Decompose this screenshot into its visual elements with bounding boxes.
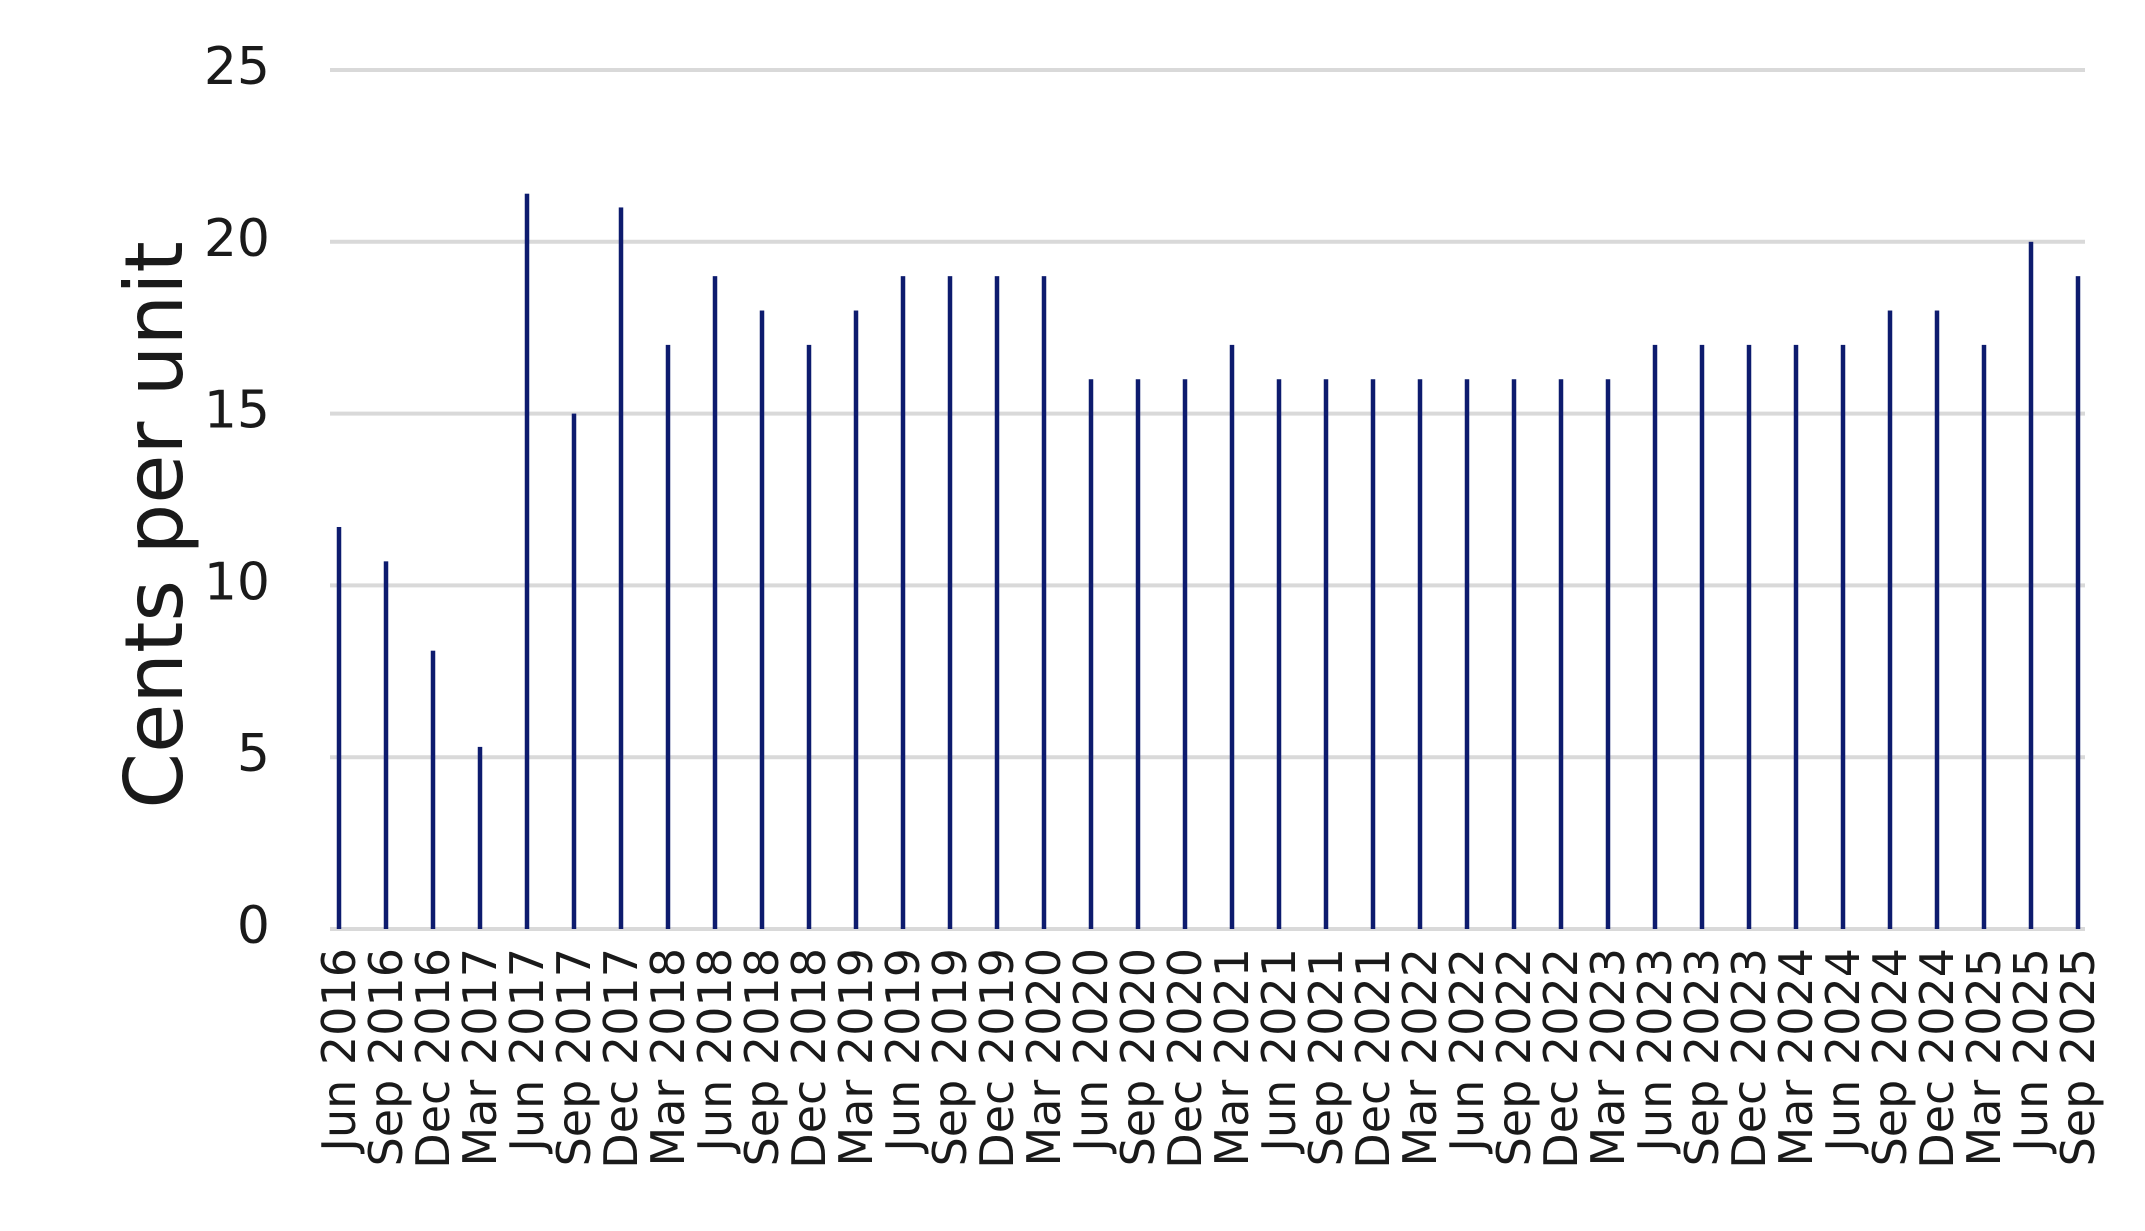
x-tick-label: Mar 2017 xyxy=(453,948,507,1166)
x-tick-label: Dec 2017 xyxy=(594,948,648,1169)
x-tick-label: Jun 2025 xyxy=(2004,948,2058,1155)
y-tick-label: 15 xyxy=(204,381,270,441)
gridlines xyxy=(330,68,2085,931)
bar xyxy=(1417,379,1423,929)
x-tick-label: Sep 2017 xyxy=(547,948,601,1166)
x-tick-label: Jun 2018 xyxy=(688,948,742,1155)
x-tick-label: Sep 2025 xyxy=(2051,948,2105,1166)
bar xyxy=(477,746,483,929)
x-tick-label: Sep 2018 xyxy=(735,948,789,1166)
x-tick-label: Mar 2022 xyxy=(1393,948,1447,1166)
bar xyxy=(1652,344,1658,929)
bar xyxy=(2075,276,2081,929)
x-tick-label: Jun 2020 xyxy=(1064,948,1118,1155)
bar xyxy=(430,650,436,929)
bar xyxy=(1558,379,1564,929)
x-tick-label: Dec 2018 xyxy=(782,948,836,1169)
x-tick-label: Dec 2022 xyxy=(1534,948,1588,1169)
bar xyxy=(336,526,342,929)
bar xyxy=(1840,344,1846,929)
bar xyxy=(853,310,859,929)
x-tick-label: Mar 2019 xyxy=(829,948,883,1166)
bar xyxy=(1276,379,1282,929)
x-tick-label: Sep 2020 xyxy=(1111,948,1165,1166)
x-tick-label: Dec 2021 xyxy=(1346,948,1400,1169)
x-tick-label: Mar 2018 xyxy=(641,948,695,1166)
x-tick-label: Jun 2024 xyxy=(1816,948,1870,1155)
bar xyxy=(1464,379,1470,929)
x-tick-label: Sep 2022 xyxy=(1487,948,1541,1166)
x-tick-label: Jun 2021 xyxy=(1252,948,1306,1155)
x-tick-label: Sep 2016 xyxy=(359,948,413,1166)
bar xyxy=(900,276,906,929)
bar xyxy=(524,193,530,930)
bar xyxy=(1981,344,1987,929)
bar xyxy=(806,344,812,929)
x-tick-label: Sep 2019 xyxy=(923,948,977,1166)
y-axis-ticks: 0 5 10 15 20 25 xyxy=(204,37,270,956)
bar xyxy=(1088,379,1094,929)
y-tick-label: 25 xyxy=(204,37,270,97)
bar xyxy=(1887,310,1893,929)
bar xyxy=(1934,310,1940,929)
bar xyxy=(1793,344,1799,929)
bar xyxy=(1699,344,1705,929)
y-axis-title: Cents per unit xyxy=(108,241,201,809)
y-tick-label: 5 xyxy=(237,724,270,784)
x-tick-label: Dec 2020 xyxy=(1158,948,1212,1169)
bar xyxy=(994,276,1000,929)
bar xyxy=(665,344,671,929)
x-tick-label: Jun 2023 xyxy=(1628,948,1682,1155)
bar xyxy=(1746,344,1752,929)
y-tick-label: 0 xyxy=(237,896,270,956)
x-tick-label: Jun 2019 xyxy=(876,948,930,1155)
bar xyxy=(1182,379,1188,929)
x-tick-label: Dec 2023 xyxy=(1722,948,1776,1169)
x-tick-label: Mar 2023 xyxy=(1581,948,1635,1166)
x-tick-label: Jun 2016 xyxy=(312,948,366,1155)
bar xyxy=(1229,344,1235,929)
x-tick-label: Mar 2025 xyxy=(1957,948,2011,1166)
bar xyxy=(1323,379,1329,929)
bar xyxy=(947,276,953,929)
x-tick-label: Mar 2024 xyxy=(1769,948,1823,1166)
x-tick-label: Jun 2022 xyxy=(1440,948,1494,1155)
x-tick-label: Sep 2024 xyxy=(1863,948,1917,1166)
bar xyxy=(571,413,577,930)
bar xyxy=(1605,379,1611,929)
bar xyxy=(1041,276,1047,929)
bar xyxy=(383,561,389,929)
x-tick-label: Mar 2021 xyxy=(1205,948,1259,1166)
bar xyxy=(618,207,624,929)
x-tick-label: Jun 2017 xyxy=(500,948,554,1155)
bar xyxy=(759,310,765,929)
x-tick-label: Dec 2019 xyxy=(970,948,1024,1169)
bar xyxy=(1135,379,1141,929)
x-tick-label: Sep 2021 xyxy=(1299,948,1353,1166)
bars xyxy=(336,193,2081,930)
bar xyxy=(712,276,718,929)
x-tick-label: Sep 2023 xyxy=(1675,948,1729,1166)
bar xyxy=(1511,379,1517,929)
y-tick-label: 20 xyxy=(204,209,270,269)
x-tick-label: Dec 2024 xyxy=(1910,948,1964,1169)
x-tick-label: Dec 2016 xyxy=(406,948,460,1169)
y-tick-label: 10 xyxy=(204,552,270,612)
bar xyxy=(1370,379,1376,929)
x-tick-label: Mar 2020 xyxy=(1017,948,1071,1166)
bar xyxy=(2028,241,2034,930)
